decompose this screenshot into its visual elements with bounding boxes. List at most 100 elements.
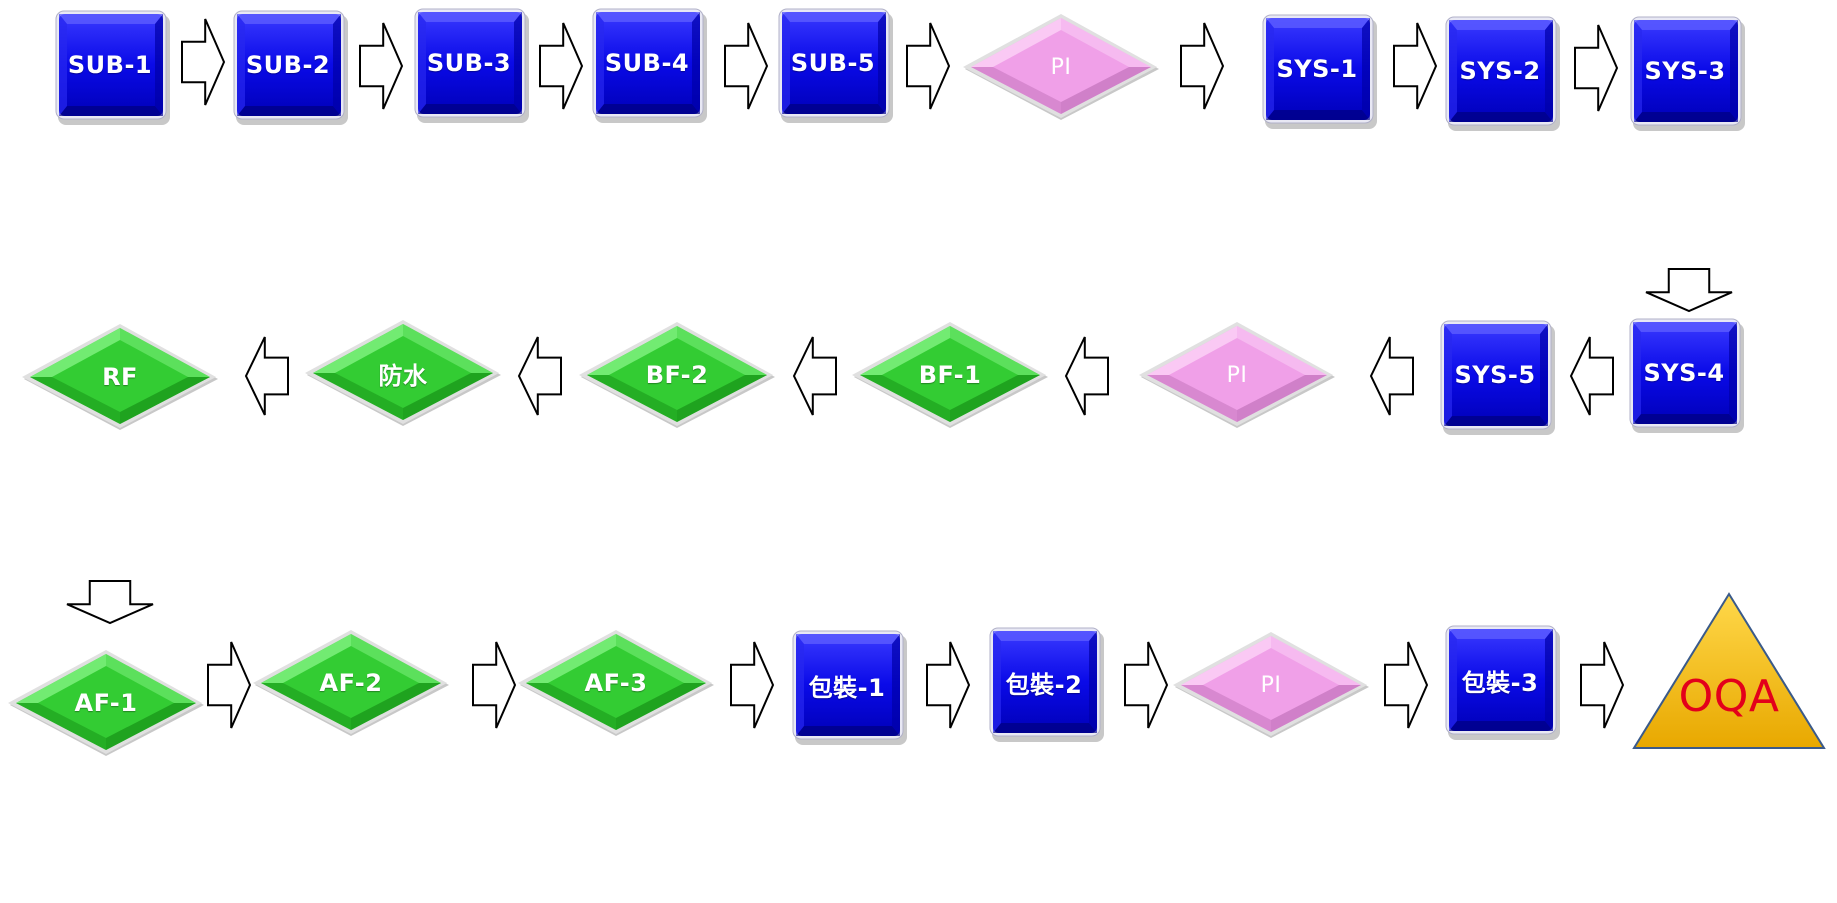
arrow-shape [1124,641,1169,729]
step-label: SYS-1 [1276,55,1358,83]
shape-graphic [963,14,1159,120]
step-label: PI [1050,54,1072,80]
inspection-pi-2: PI [1139,322,1335,428]
shape-graphic [579,322,775,428]
arrow-right-icon [1574,24,1619,112]
arrow-right-icon [207,641,252,729]
shape-graphic [778,8,893,123]
arrow-shape [926,641,971,729]
shape-graphic [518,630,714,736]
arrow-shape [906,22,951,110]
step-label: SYS-5 [1454,361,1536,389]
arrow-right-icon [1180,22,1225,110]
arrow-shape [517,336,562,416]
arrow-right-icon [1393,22,1438,110]
step-sub-5: SUB-5 [778,8,894,123]
step-label: SUB-3 [426,49,512,77]
arrow-shape [1384,641,1429,729]
arrow-right-icon [1580,641,1625,729]
shape-graphic [414,8,529,123]
shape-graphic [592,8,707,123]
shape-graphic [253,630,449,736]
arrow-shape [66,580,154,625]
arrow-right-icon [906,22,951,110]
step-bf-1: BF-1 [852,322,1048,428]
step-waterproof: 防水 [305,320,501,426]
shape-graphic [1629,318,1744,433]
step-af-1: AF-1 [8,650,204,756]
step-af-2: AF-2 [253,630,449,736]
step-label: AF-3 [584,669,648,697]
arrow-shape [1580,641,1625,729]
step-label: AF-1 [74,689,138,717]
shape-graphic [233,10,348,125]
step-label: 包裝-3 [1461,668,1539,697]
arrow-shape [1645,268,1733,313]
shape-graphic [852,322,1048,428]
step-label: RF [102,363,138,391]
shape-graphic [1445,16,1560,131]
step-label: SUB-1 [67,51,153,79]
step-sys-5: SYS-5 [1440,320,1556,435]
step-sys-1: SYS-1 [1262,14,1378,129]
step-rf: RF [22,324,218,430]
arrow-right-icon [730,641,775,729]
step-packing-3: 包裝-3 [1445,625,1561,740]
arrow-left-icon [244,336,289,416]
step-label: BF-2 [645,361,709,389]
step-label: SYS-2 [1459,57,1541,85]
arrow-right-icon [1384,641,1429,729]
arrow-shape [1393,22,1438,110]
step-sub-1: SUB-1 [55,10,171,125]
inspection-pi-3: PI [1173,632,1369,738]
step-bf-2: BF-2 [579,322,775,428]
arrow-shape [181,18,226,106]
shape-graphic [989,627,1104,742]
step-af-3: AF-3 [518,630,714,736]
arrow-shape [1369,336,1414,416]
step-label: SUB-2 [245,51,331,79]
shape-graphic [1632,592,1826,749]
step-packing-1: 包裝-1 [792,630,908,745]
step-label: 包裝-1 [808,673,886,702]
arrow-shape [1569,336,1614,416]
step-label: 防水 [378,361,428,390]
step-label: BF-1 [918,361,982,389]
arrow-left-icon [1569,336,1614,416]
arrow-shape [472,641,517,729]
shape-graphic [1630,16,1745,131]
arrow-left-icon [1369,336,1414,416]
arrow-left-icon [792,336,837,416]
shape-graphic [55,10,170,125]
step-label: 包裝-2 [1005,670,1083,699]
shape-graphic [305,320,501,426]
step-sys-4: SYS-4 [1629,318,1745,433]
shape-graphic [1445,625,1560,740]
arrow-left-icon [517,336,562,416]
arrow-down-icon [1645,268,1733,313]
arrow-shape [207,641,252,729]
arrow-right-icon [539,22,584,110]
step-label: AF-2 [319,669,383,697]
shape-graphic [792,630,907,745]
arrow-right-icon [181,18,226,106]
shape-graphic [1173,632,1369,738]
step-label: PI [1260,672,1282,698]
arrow-right-icon [926,641,971,729]
step-sub-4: SUB-4 [592,8,708,123]
arrow-right-icon [472,641,517,729]
arrow-shape [792,336,837,416]
step-sub-3: SUB-3 [414,8,530,123]
shape-graphic [8,650,204,756]
shape-graphic [1440,320,1555,435]
shape-graphic [1139,322,1335,428]
inspection-pi-1: PI [963,14,1159,120]
arrow-down-icon [66,580,154,625]
arrow-shape [724,22,769,110]
arrow-shape [1064,336,1109,416]
shape-graphic [1262,14,1377,129]
arrow-shape [359,22,404,110]
step-label: SYS-4 [1643,359,1725,387]
step-label: PI [1226,362,1248,388]
